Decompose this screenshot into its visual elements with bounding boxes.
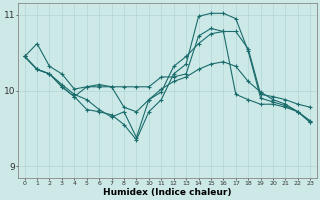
X-axis label: Humidex (Indice chaleur): Humidex (Indice chaleur) [103, 188, 232, 197]
